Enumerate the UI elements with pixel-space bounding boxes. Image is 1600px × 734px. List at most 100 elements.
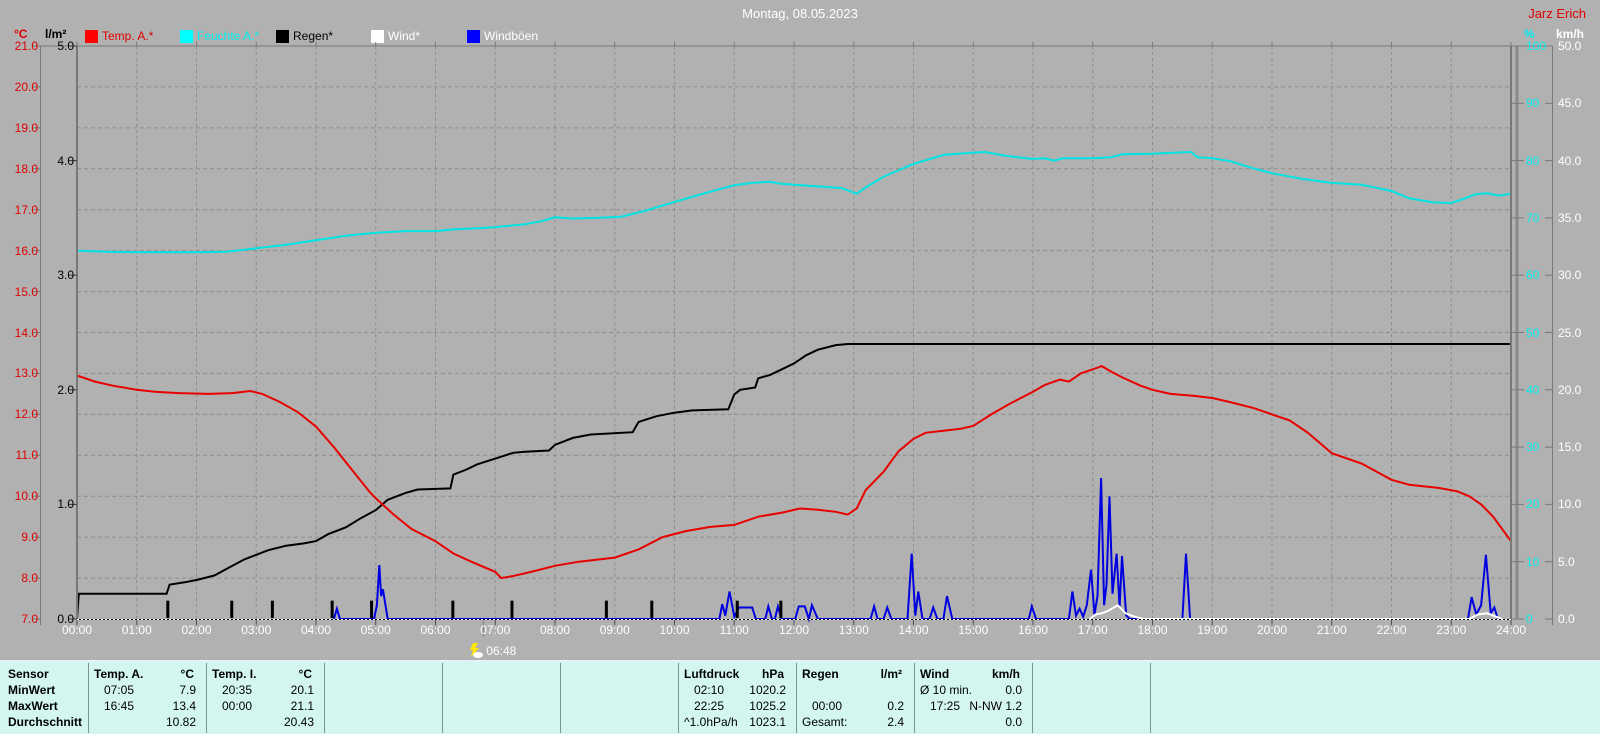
x-axis-label: 00:00 <box>61 623 93 637</box>
x-axis-label: 14:00 <box>898 623 929 637</box>
y-axis-rain-label: 5.0 <box>57 39 74 53</box>
y-axis-temp-label: 11.0 <box>15 448 38 463</box>
x-axis-label: 01:00 <box>121 623 152 637</box>
legend-label: Temp. A.* <box>102 29 154 43</box>
y-axis-temp-label: 12.0 <box>14 407 38 422</box>
table-separator <box>206 663 207 733</box>
table-col-header: Wind <box>920 667 950 681</box>
table-separator <box>1150 663 1151 733</box>
y-axis-humidity-label: 80 <box>1526 153 1540 168</box>
table-cell-time: 22:25 <box>694 699 725 713</box>
table-col-header: Temp. A. <box>94 667 144 681</box>
table-cell-value: 1023.1 <box>749 715 786 729</box>
x-axis-label: 21:00 <box>1316 623 1347 637</box>
table-col-unit: hPa <box>761 667 784 681</box>
x-axis-label: 17:00 <box>1077 623 1108 637</box>
table-cell-value: 7.9 <box>179 683 196 697</box>
x-axis-label: 10:00 <box>659 623 690 637</box>
x-axis-label: 03:00 <box>241 623 272 637</box>
legend-swatch <box>371 30 384 43</box>
y-axis-humidity-unit: % <box>1524 27 1535 41</box>
table-cell-value: 20.43 <box>283 715 314 729</box>
table-cell-time: 02:10 <box>694 683 725 697</box>
x-axis-label: 13:00 <box>838 623 869 637</box>
x-axis-label: 05:00 <box>360 623 391 637</box>
y-axis-humidity-label: 60 <box>1526 268 1540 283</box>
y-axis-humidity-label: 70 <box>1526 210 1540 225</box>
table-cell-value: 0.0 <box>1005 715 1022 729</box>
legend-swatch <box>467 30 480 43</box>
chart-plot-area <box>32 42 1553 637</box>
y-axis-wind-label: 10.0 <box>1558 497 1582 512</box>
y-axis-rain-label: 0.0 <box>57 612 74 626</box>
x-axis-label: 20:00 <box>1256 623 1288 637</box>
table-row-label: Sensor <box>8 667 49 681</box>
table-separator <box>1032 663 1033 733</box>
table-cell-time: 16:45 <box>104 699 135 713</box>
sunrise-time: 06:48 <box>486 644 517 658</box>
y-axis-temp-label: 16.0 <box>14 243 38 258</box>
table-col-unit: km/h <box>991 667 1020 681</box>
statistics-table: Sensor MinWert MaxWert Durchschnitt Temp. A.… <box>0 660 1600 734</box>
x-axis-label: 07:00 <box>480 623 511 637</box>
table-col-unit: °C <box>298 667 312 681</box>
x-axis-label: 16:00 <box>1017 623 1049 637</box>
table-col-header: Temp. I. <box>212 667 257 681</box>
y-axis-temp-label: 8.0 <box>21 571 38 586</box>
y-axis-humidity-label: 0 <box>1526 612 1533 626</box>
y-axis-temp-label: 15.0 <box>14 284 38 299</box>
legend-swatch <box>85 30 98 43</box>
legend-swatch <box>180 30 193 43</box>
y-axis-temp-label: 20.0 <box>14 79 38 94</box>
x-axis-label: 15:00 <box>958 623 989 637</box>
legend-label: Windböen <box>484 29 539 43</box>
x-axis-label: 02:00 <box>181 623 212 637</box>
table-cell-value: 0.2 <box>887 699 904 713</box>
y-axis-temp-label: 10.0 <box>14 489 38 504</box>
table-separator <box>678 663 679 733</box>
table-col-header: Luftdruck <box>684 667 740 681</box>
author-label: Jarz Erich <box>1528 6 1586 21</box>
table-cell-time: 17:25 <box>930 699 961 713</box>
y-axis-rain-unit: l/m² <box>45 27 67 41</box>
y-axis-temp-label: 9.0 <box>21 530 38 545</box>
table-cell-time: 20:35 <box>222 683 253 697</box>
table-cell-value: N-NW 1.2 <box>969 699 1022 713</box>
x-axis-label: 19:00 <box>1197 623 1228 637</box>
table-row-label: MinWert <box>8 683 56 697</box>
y-axis-temp-label: 21.0 <box>14 39 38 53</box>
table-cell-value: 2.4 <box>887 715 904 729</box>
table-separator <box>324 663 325 733</box>
legend-label: Regen* <box>293 29 334 43</box>
x-axis-labels: 00:00 01:00 02:00 03:00 04:00 05:00 06:00 07:00… <box>0 623 1600 639</box>
table-cell-value: 21.1 <box>290 699 314 713</box>
series-wind <box>1089 603 1503 620</box>
series-feuchte-a- <box>76 150 1512 254</box>
y-axis-humidity-label: 30 <box>1526 440 1540 455</box>
table-cell-value: 13.4 <box>172 699 196 713</box>
y-axis-temp-label: 19.0 <box>14 120 38 135</box>
y-axis-wind-label: 35.0 <box>1558 210 1582 225</box>
y-axis-rain-label: 4.0 <box>57 153 74 168</box>
table-cell-value: 10.82 <box>165 715 196 729</box>
table-col-unit: l/m² <box>880 667 902 681</box>
table-cell-time: 00:00 <box>812 699 843 713</box>
table-col-header: Regen <box>802 667 839 681</box>
table-cell-time: Ø 10 min. <box>920 683 973 697</box>
table-cell-time: 07:05 <box>104 683 135 697</box>
y-axis-wind-label: 5.0 <box>1558 554 1575 569</box>
y-axis-temp-unit: °C <box>14 27 28 41</box>
table-row-label: Durchschnitt <box>8 715 83 729</box>
y-axis-rain-label: 2.0 <box>57 382 74 397</box>
x-axis-label: 12:00 <box>778 623 810 637</box>
x-axis-label: 09:00 <box>599 623 630 637</box>
table-cell-value: 1025.2 <box>749 699 786 713</box>
table-separator <box>88 663 89 733</box>
series-windb-en <box>332 477 1499 623</box>
table-col-unit: °C <box>180 667 194 681</box>
y-axis-humidity-label: 50 <box>1526 325 1540 340</box>
x-axis-label: 18:00 <box>1137 623 1168 637</box>
y-axis-wind-unit: km/h <box>1556 27 1585 41</box>
x-axis-label: 22:00 <box>1376 623 1407 637</box>
y-axis-humidity-label: 90 <box>1526 96 1540 111</box>
